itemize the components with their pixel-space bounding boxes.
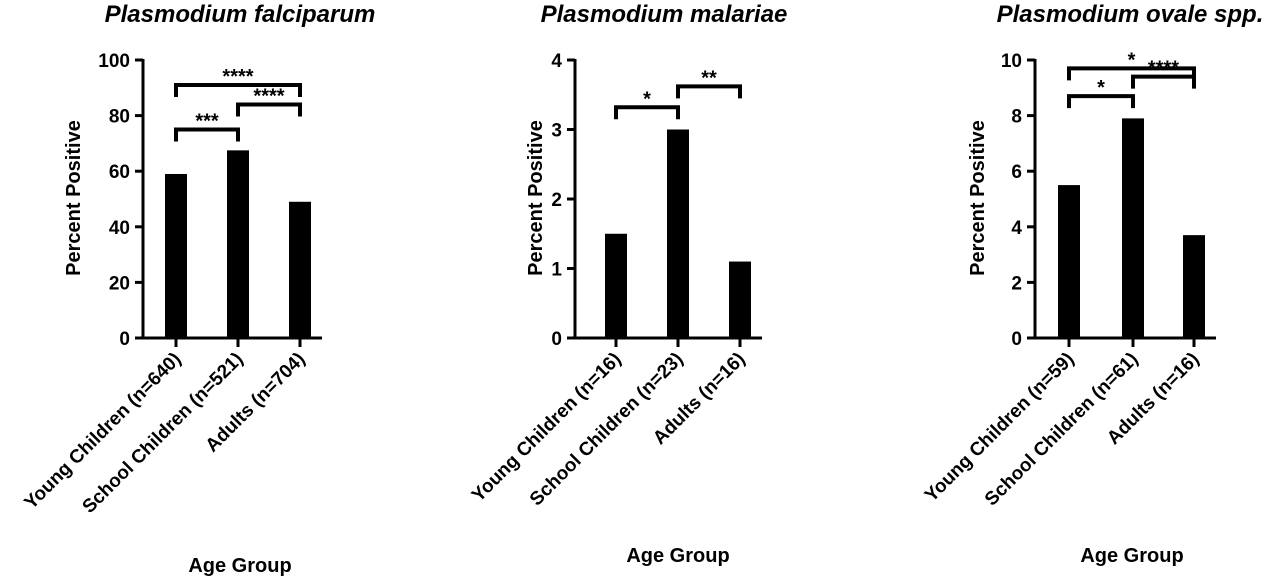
- significance-bracket: [236, 102, 302, 117]
- x-axis-label: Age Group: [188, 555, 291, 577]
- panel-ovale: Plasmodium ovale spp. Percent Positive A…: [921, 1, 1263, 567]
- significance-label: *: [643, 88, 651, 110]
- chart-title: Plasmodium malariae: [541, 1, 788, 28]
- x-axis-label: Age Group: [1080, 545, 1183, 567]
- y-tick-label: 3: [551, 121, 562, 142]
- y-tick-label: 100: [98, 51, 130, 72]
- chart-title: Plasmodium falciparum: [105, 1, 376, 28]
- significance-label: **: [701, 67, 717, 89]
- significance-bracket: [1131, 74, 1196, 89]
- panel-falciparum: Plasmodium falciparum Percent Positive A…: [21, 1, 376, 577]
- significance-bracket: [174, 83, 302, 98]
- y-tick-label: 40: [109, 218, 130, 239]
- y-tick-label: 20: [109, 273, 130, 294]
- y-tick-label: 2: [1011, 273, 1022, 294]
- bar: [667, 129, 689, 338]
- bar: [289, 201, 311, 338]
- bar: [605, 233, 627, 338]
- y-axis-label: Percent Positive: [63, 120, 85, 276]
- significance-bracket: [676, 84, 742, 99]
- y-tick-label: 1: [551, 260, 562, 281]
- significance-bracket: [614, 105, 680, 120]
- bar: [165, 173, 187, 338]
- significance-label: *: [1097, 77, 1105, 99]
- bar: [1183, 235, 1205, 338]
- y-axis-label: Percent Positive: [967, 120, 989, 276]
- y-tick-label: 4: [551, 51, 562, 72]
- chart-title: Plasmodium ovale spp.: [997, 1, 1264, 28]
- y-tick-label: 0: [119, 329, 130, 350]
- bar: [729, 261, 751, 338]
- y-tick-label: 80: [109, 107, 130, 128]
- y-tick-label: 8: [1011, 107, 1022, 128]
- significance-bracket: [1067, 94, 1135, 109]
- y-tick-label: 6: [1011, 162, 1022, 183]
- significance-label: ***: [195, 111, 219, 133]
- significance-label: ****: [253, 85, 284, 107]
- bar: [1122, 118, 1144, 338]
- panel-malariae: Plasmodium malariae Percent Positive Age…: [468, 1, 787, 567]
- bar: [1058, 185, 1080, 338]
- bar: [227, 150, 249, 338]
- significance-bracket: [174, 127, 240, 142]
- significance-label: *: [1128, 49, 1136, 71]
- y-tick-label: 10: [1001, 51, 1022, 72]
- x-axis-label: Age Group: [626, 545, 729, 567]
- significance-label: ****: [222, 66, 253, 88]
- significance-bracket: [1067, 66, 1196, 81]
- y-axis-label: Percent Positive: [525, 120, 547, 276]
- y-tick-label: 0: [551, 329, 562, 350]
- y-tick-label: 2: [551, 190, 562, 211]
- y-tick-label: 0: [1011, 329, 1022, 350]
- y-tick-label: 4: [1011, 218, 1022, 239]
- y-tick-label: 60: [109, 162, 130, 183]
